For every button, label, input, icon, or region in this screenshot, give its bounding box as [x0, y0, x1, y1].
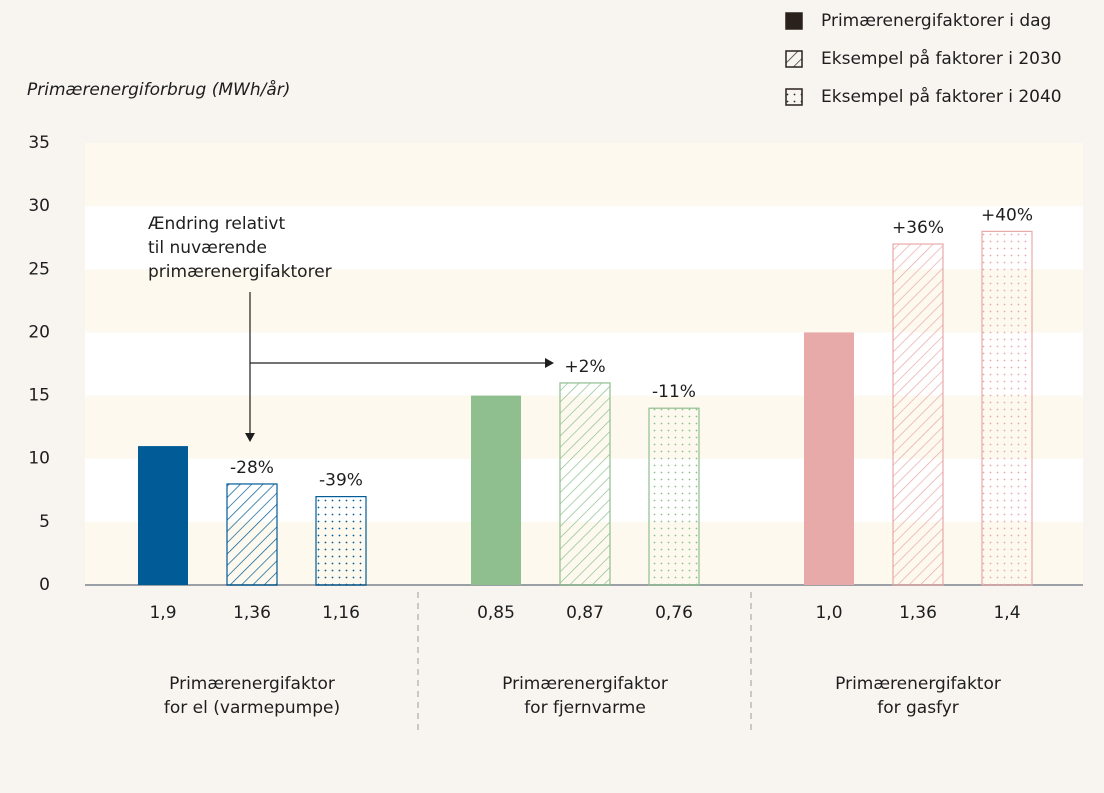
category-label: for fjernvarme	[524, 698, 646, 718]
bar	[226, 483, 278, 586]
value-label: +36%	[892, 218, 944, 238]
bar	[648, 407, 700, 586]
factor-label: 1,9	[149, 603, 176, 623]
bar	[892, 243, 944, 586]
factor-label: 1,16	[322, 603, 360, 623]
value-label: -11%	[652, 382, 696, 402]
legend-swatch	[785, 50, 803, 68]
y-tick-label: 0	[39, 575, 50, 595]
y-tick-label: 35	[28, 133, 50, 153]
value-label: +2%	[564, 357, 605, 377]
legend-swatch	[785, 88, 803, 106]
bar	[138, 446, 188, 585]
factor-label: 0,76	[655, 603, 693, 623]
y-tick-label: 5	[39, 512, 50, 532]
category-label: for gasfyr	[877, 698, 959, 718]
annotation: primærenergifaktorer	[148, 262, 332, 282]
category-label: Primærenergifaktor	[502, 674, 668, 694]
legend-label: Eksempel på faktorer i 2030	[821, 48, 1062, 69]
factor-label: 1,4	[993, 603, 1020, 623]
category-label: Primærenergifaktor	[169, 674, 335, 694]
annotation: Ændring relativt	[148, 214, 285, 234]
factor-label: 1,36	[899, 603, 937, 623]
factor-label: 1,36	[233, 603, 271, 623]
y-axis-label: Primærenergiforbrug (MWh/år)	[27, 79, 290, 100]
value-label: -39%	[319, 471, 363, 491]
y-tick-label: 25	[28, 259, 50, 279]
y-tick-label: 20	[28, 322, 50, 342]
factor-label: 1,0	[815, 603, 842, 623]
grid-band	[85, 143, 1083, 207]
bar	[471, 395, 521, 585]
category-label: for el (varmepumpe)	[164, 698, 340, 718]
legend-label: Eksempel på faktorer i 2040	[821, 86, 1062, 107]
factor-label: 0,85	[477, 603, 515, 623]
value-label: +40%	[981, 205, 1033, 225]
value-label: -28%	[230, 458, 274, 478]
bar	[559, 382, 611, 586]
category-label: Primærenergifaktor	[835, 674, 1001, 694]
factor-label: 0,87	[566, 603, 604, 623]
legend-swatch	[785, 12, 803, 30]
y-tick-label: 15	[28, 386, 50, 406]
legend-label: Primærenergifaktorer i dag	[821, 11, 1051, 31]
bar	[804, 332, 854, 585]
bar	[981, 230, 1033, 586]
y-tick-label: 10	[28, 449, 50, 469]
annotation: til nuværende	[148, 238, 267, 258]
bar	[315, 496, 367, 586]
arrow-head	[545, 358, 554, 368]
y-tick-label: 30	[28, 196, 50, 216]
arrow-head	[245, 433, 255, 442]
